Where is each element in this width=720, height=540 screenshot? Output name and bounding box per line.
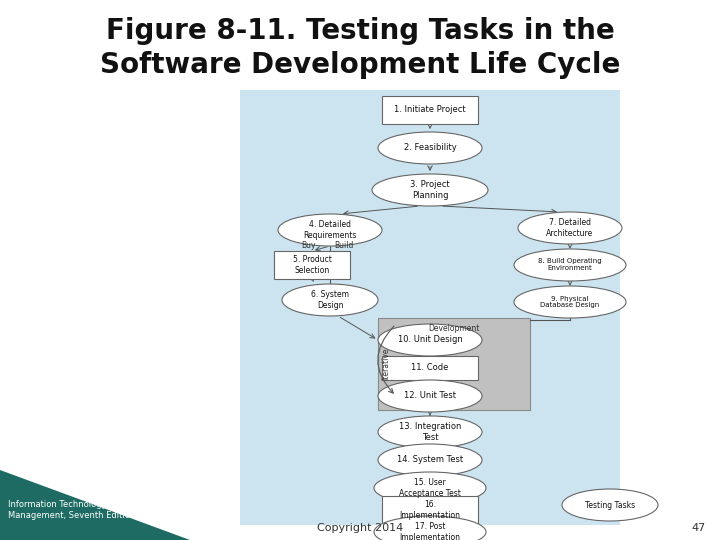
Ellipse shape — [514, 249, 626, 281]
Text: 4. Detailed
Requirements: 4. Detailed Requirements — [303, 220, 356, 240]
Text: 16.
Implementation: 16. Implementation — [400, 500, 461, 519]
Ellipse shape — [562, 489, 658, 521]
Text: 1. Initiate Project: 1. Initiate Project — [394, 105, 466, 114]
Text: 8. Build Operating
Environment: 8. Build Operating Environment — [538, 259, 602, 272]
FancyBboxPatch shape — [274, 251, 350, 279]
Text: 15. User
Acceptance Test: 15. User Acceptance Test — [399, 478, 461, 498]
Text: Iterative: Iterative — [382, 348, 390, 380]
Polygon shape — [0, 480, 155, 540]
Text: 11. Code: 11. Code — [411, 363, 449, 373]
Text: 12. Unit Test: 12. Unit Test — [404, 392, 456, 401]
Text: 9. Physical
Database Design: 9. Physical Database Design — [541, 295, 600, 308]
Text: 7. Detailed
Architecture: 7. Detailed Architecture — [546, 218, 593, 238]
Polygon shape — [0, 470, 190, 540]
Text: 17. Post
Implementation: 17. Post Implementation — [400, 522, 461, 540]
Ellipse shape — [374, 472, 486, 504]
FancyBboxPatch shape — [382, 496, 478, 524]
Text: Figure 8-11. Testing Tasks in the
Software Development Life Cycle: Figure 8-11. Testing Tasks in the Softwa… — [100, 17, 620, 79]
FancyBboxPatch shape — [382, 96, 478, 124]
Text: 3. Project
Planning: 3. Project Planning — [410, 180, 450, 200]
Text: Information Technology Project
Management, Seventh Edition: Information Technology Project Managemen… — [8, 500, 138, 520]
Ellipse shape — [278, 214, 382, 246]
FancyBboxPatch shape — [240, 90, 620, 525]
Ellipse shape — [282, 284, 378, 316]
Ellipse shape — [518, 212, 622, 244]
Ellipse shape — [372, 174, 488, 206]
Ellipse shape — [374, 516, 486, 540]
Ellipse shape — [378, 132, 482, 164]
Text: 6. System
Design: 6. System Design — [311, 291, 349, 310]
Text: 10. Unit Design: 10. Unit Design — [397, 335, 462, 345]
Ellipse shape — [378, 444, 482, 476]
Text: Copyright 2014: Copyright 2014 — [317, 523, 403, 533]
FancyBboxPatch shape — [378, 318, 530, 410]
Ellipse shape — [378, 416, 482, 448]
Text: 14. System Test: 14. System Test — [397, 456, 463, 464]
Text: Buy: Buy — [301, 241, 315, 251]
Text: 5. Product
Selection: 5. Product Selection — [292, 255, 331, 275]
Ellipse shape — [378, 324, 482, 356]
Ellipse shape — [514, 286, 626, 318]
Text: 2. Feasibility: 2. Feasibility — [404, 144, 456, 152]
Text: 47: 47 — [692, 523, 706, 533]
Ellipse shape — [378, 380, 482, 412]
Text: Testing Tasks: Testing Tasks — [585, 501, 635, 510]
Text: Build: Build — [334, 241, 354, 251]
Text: Development: Development — [428, 324, 480, 333]
FancyBboxPatch shape — [382, 356, 478, 380]
Text: 13. Integration
Test: 13. Integration Test — [399, 422, 462, 442]
